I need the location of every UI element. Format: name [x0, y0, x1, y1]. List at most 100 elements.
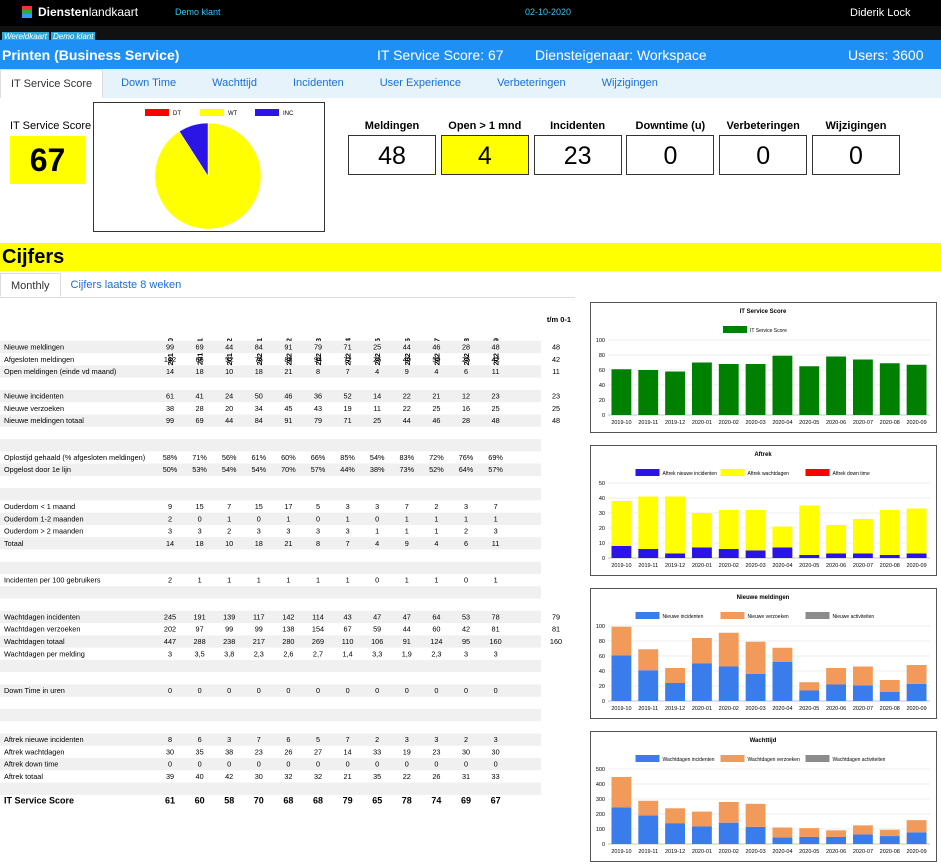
bar	[638, 670, 659, 701]
x-tick-label: 2020-01	[692, 706, 712, 712]
cell: 0	[375, 760, 379, 769]
bar	[691, 362, 712, 415]
row-stripe	[0, 463, 541, 476]
cell: 60	[432, 625, 440, 634]
bar	[906, 364, 927, 415]
x-tick-label: 2020-06	[826, 706, 846, 712]
bar	[772, 547, 793, 558]
cell: 5	[316, 502, 320, 511]
bar	[879, 836, 900, 844]
bar	[906, 508, 927, 554]
cell: 76	[255, 355, 263, 364]
cell: 52	[225, 355, 233, 364]
y-tick-label: 60	[599, 368, 605, 374]
x-tick-label: 2019-12	[665, 706, 685, 712]
row-stripe	[0, 635, 541, 648]
legend-swatch	[720, 755, 745, 762]
cell: 50	[255, 392, 263, 401]
bar	[665, 808, 686, 824]
crumb[interactable]: Demo klant	[50, 32, 96, 42]
subtab[interactable]: Cijfers laatste 8 weken	[70, 279, 182, 291]
cell: 61%	[251, 453, 266, 462]
row-stripe	[0, 659, 541, 673]
score-label: IT Service Score	[10, 120, 92, 132]
cell: 48	[492, 343, 500, 352]
cell: 0	[494, 686, 498, 695]
cell: 22	[403, 404, 411, 413]
kpi-label: Open > 1 mnd	[448, 120, 522, 132]
crumb[interactable]: Wereldkaart	[2, 32, 49, 42]
cell: 2	[375, 735, 379, 744]
tab[interactable]: Wachttijd	[212, 77, 257, 89]
cell: 65	[372, 795, 382, 805]
cell: 26	[432, 772, 440, 781]
cell: 21	[284, 367, 292, 376]
cell: 85%	[340, 453, 355, 462]
user[interactable]: Diderik Lock	[850, 7, 911, 19]
y-tick-label: 40	[599, 669, 605, 675]
cell: 46	[284, 392, 292, 401]
cell: 69	[196, 416, 204, 425]
legend-swatch	[635, 612, 660, 619]
cell: 2,3	[431, 649, 441, 658]
kpi-label: Incidenten	[550, 120, 606, 132]
row-label: Ouderdom < 1 maand	[4, 502, 75, 511]
tab[interactable]: Wijzigingen	[601, 77, 658, 89]
tab[interactable]: User Experience	[379, 77, 462, 89]
cell: 60	[195, 795, 205, 805]
cell: 3	[375, 502, 379, 511]
cell: 3	[227, 735, 231, 744]
cell: 0	[405, 686, 409, 695]
x-tick-label: 2020-04	[772, 420, 792, 426]
client[interactable]: Demo klant	[175, 7, 221, 17]
subtab[interactable]: Monthly	[0, 273, 61, 297]
legend-swatch	[145, 109, 169, 116]
cell: 0	[286, 686, 290, 695]
row-label: Wachtdagen incidenten	[4, 612, 80, 621]
table: 2019-102019-112019-122020-012020-022020-…	[0, 315, 571, 805]
cell: 70	[254, 795, 264, 805]
x-tick-label: 2019-10	[611, 420, 631, 426]
tab[interactable]: Down Time	[121, 77, 177, 89]
cell: 30	[462, 747, 470, 756]
x-tick-label: 2020-01	[692, 563, 712, 569]
row-label: Nieuwe verzoeken	[4, 404, 64, 413]
cell: 2	[464, 527, 468, 536]
cell: 7	[405, 502, 409, 511]
cell: 1	[434, 514, 438, 523]
cell: 22	[403, 772, 411, 781]
cell: 94	[314, 355, 322, 364]
cell: 1	[494, 576, 498, 585]
cell: 110	[342, 637, 354, 646]
cell: 6	[464, 539, 468, 548]
cell: 54%	[251, 465, 266, 474]
bar	[879, 829, 900, 837]
cell: 74	[431, 795, 441, 805]
column-header: t/m 0-1	[547, 315, 571, 324]
cell: 0	[198, 686, 202, 695]
cell: 69%	[488, 453, 503, 462]
tab[interactable]: Verbeteringen	[497, 77, 566, 89]
tab[interactable]: IT Service Score	[0, 69, 104, 98]
cell: 0	[464, 760, 468, 769]
cell: 39	[166, 772, 174, 781]
logo[interactable]: Dienstenlandkaart	[38, 5, 138, 19]
cell: 38	[166, 404, 174, 413]
x-tick-label: 2020-08	[880, 420, 900, 426]
x-tick-label: 2020-08	[880, 706, 900, 712]
cell: 3	[168, 649, 172, 658]
cell: 25	[462, 355, 470, 364]
x-tick-label: 2019-11	[638, 563, 658, 569]
bar	[879, 555, 900, 558]
bar	[638, 549, 659, 558]
tab[interactable]: Incidenten	[292, 77, 344, 89]
cell: 42	[225, 772, 233, 781]
row-label: IT Service Score	[4, 795, 74, 805]
bar	[906, 553, 927, 558]
cell: 48	[492, 416, 500, 425]
cell: 138	[282, 625, 294, 634]
bar	[772, 355, 793, 415]
legend-swatch	[805, 755, 830, 762]
row-stripe	[0, 684, 541, 697]
